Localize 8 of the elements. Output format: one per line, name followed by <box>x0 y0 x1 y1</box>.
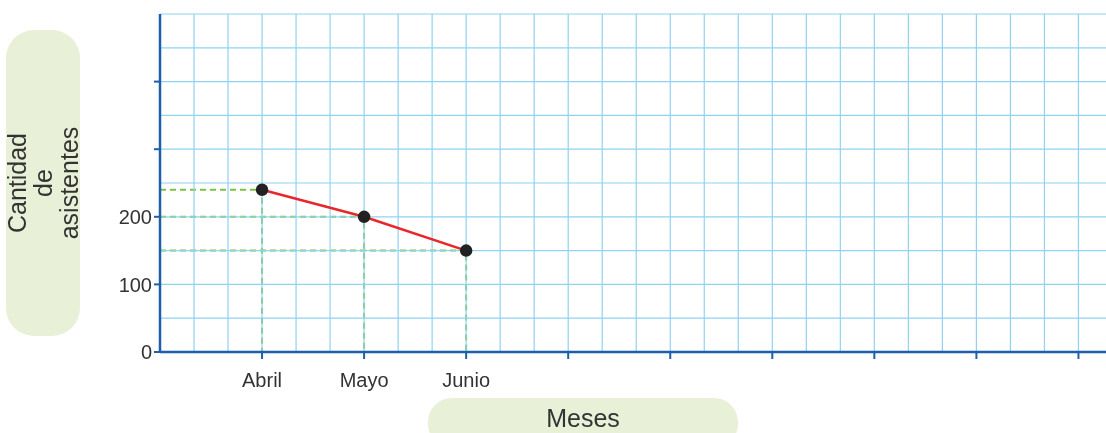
y-tick-label: 100 <box>118 273 152 296</box>
y-axis-title: Cantidad de asistentes <box>3 126 83 240</box>
x-tick-label: Mayo <box>339 369 389 392</box>
y-tick-label: 200 <box>118 205 152 228</box>
y-tick-label: 0 <box>140 341 152 364</box>
x-axis-title: Meses <box>428 398 738 433</box>
x-tick-label: Abril <box>242 369 283 392</box>
x-tick-label: Junio <box>442 369 491 392</box>
